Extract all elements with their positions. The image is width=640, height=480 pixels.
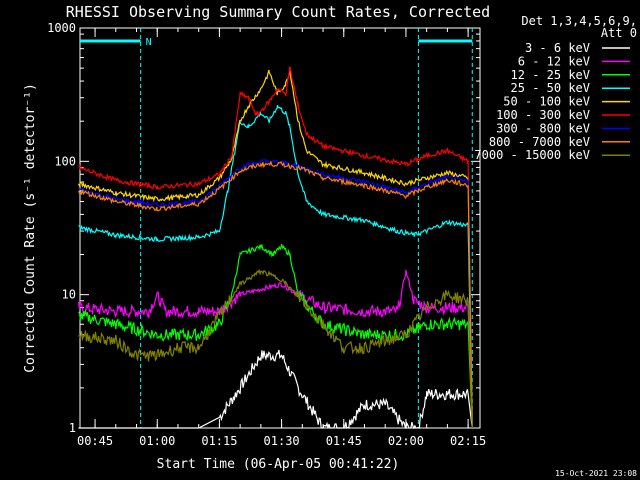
y-tick-label: 10 [62, 288, 76, 302]
series-line [77, 160, 473, 429]
legend-entry-label: 7000 - 15000 keV [474, 148, 590, 162]
series-line [77, 269, 473, 429]
series-line [77, 68, 473, 429]
chart-title: RHESSI Observing Summary Count Rates, Co… [66, 3, 490, 21]
legend-entry-label: 50 - 100 keV [503, 95, 590, 109]
legend-entry-label: 12 - 25 keV [511, 68, 590, 82]
x-tick-label: 01:00 [139, 434, 175, 448]
legend-entry-label: 100 - 300 keV [496, 108, 590, 122]
series-line [78, 268, 473, 429]
series-line [78, 158, 473, 429]
data-series-group [77, 66, 473, 430]
attenuator-markers: N [80, 28, 473, 428]
series-line [78, 349, 473, 430]
y-axis-label: Corrected Count Rate (s⁻¹ detector⁻¹) [23, 83, 38, 373]
legend-entry-label: 800 - 7000 keV [489, 135, 590, 149]
series-line [77, 66, 473, 429]
x-tick-label: 01:15 [201, 434, 237, 448]
series-line [78, 104, 473, 429]
legend-header-line-1: Det 1,3,4,5,6,9, [521, 14, 637, 28]
x-tick-label: 02:15 [450, 434, 486, 448]
legend-header-line-2: Att 0 [601, 26, 637, 40]
x-tick-label: 01:45 [326, 434, 362, 448]
legend-entry-label: 6 - 12 keV [518, 54, 590, 68]
x-tick-label: 02:00 [388, 434, 424, 448]
legend-entry-label: 3 - 6 keV [525, 41, 590, 55]
series-line [78, 243, 473, 429]
x-tick-label: 01:30 [264, 434, 300, 448]
plot-frame [79, 27, 481, 429]
y-tick-label: 100 [54, 154, 76, 168]
y-tick-label: 1000 [47, 21, 76, 35]
generation-timestamp: 15-Oct-2021 23:08 [555, 469, 637, 478]
legend-entry-label: 300 - 800 keV [496, 121, 590, 135]
x-axis-label: Start Time (06-Apr-05 00:41:22) [157, 457, 400, 472]
x-tick-label: 00:45 [77, 434, 113, 448]
y-tick-label: 1 [69, 421, 76, 435]
attenuator-flag-label: N [146, 37, 152, 48]
legend-entry-label: 25 - 50 keV [511, 81, 590, 95]
plot-axes: 1 10 100 1000 00:45 01:00 01:15 01:30 01:45 02:00… [47, 21, 486, 448]
